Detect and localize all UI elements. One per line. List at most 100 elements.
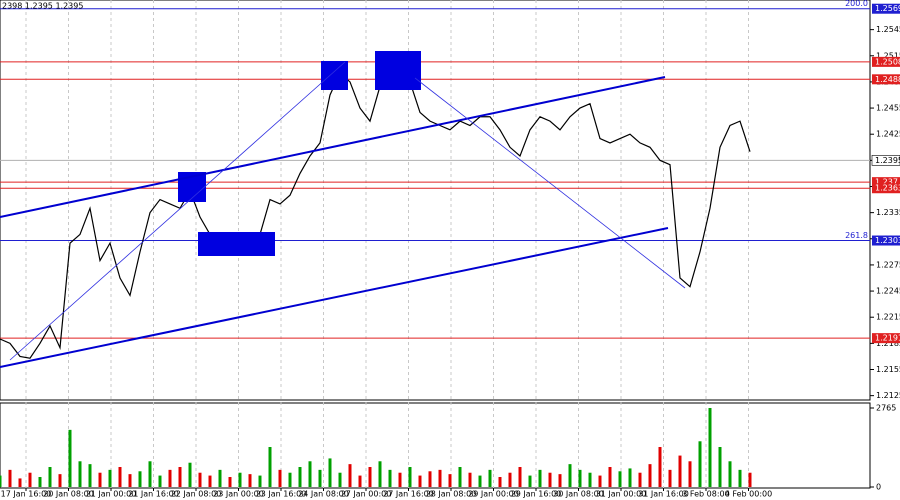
volume-bar	[338, 472, 342, 487]
volume-bar	[638, 472, 642, 487]
volume-bar	[188, 462, 192, 487]
fib-line	[9, 61, 346, 361]
trend-line	[0, 76, 666, 218]
volume-bar	[558, 474, 562, 487]
volume-bar	[238, 472, 242, 487]
volume-bar	[668, 469, 672, 487]
volume-bar	[538, 469, 542, 487]
volume-bar	[38, 477, 42, 487]
volume-bar	[68, 429, 72, 487]
y-tick-label: 1.2515	[876, 51, 900, 60]
volume-bar	[448, 474, 452, 487]
volume-bar	[178, 467, 182, 487]
volume-bar	[628, 468, 632, 487]
x-tick-label: 29 Jan 16:00	[511, 490, 562, 499]
x-tick-label: 17 Jan 16:00	[1, 490, 52, 499]
volume-bar	[678, 455, 682, 487]
current-price-box	[871, 155, 900, 166]
volume-bar	[18, 478, 22, 487]
x-tick-label: 31 Jan 16:00	[638, 490, 689, 499]
price-line	[0, 67, 751, 359]
volume-bar	[58, 474, 62, 487]
level-label: 1.2569	[875, 4, 900, 13]
volume-bar	[468, 472, 472, 487]
volume-bar	[708, 408, 712, 487]
volume-bar	[148, 461, 152, 487]
level-label: 1.237	[875, 178, 898, 187]
volume-bar	[208, 475, 212, 487]
volume-bar	[588, 472, 592, 487]
volume-bar	[428, 471, 432, 487]
x-tick-label: 21 Jan 16:00	[128, 490, 179, 499]
level-label-box	[872, 177, 900, 188]
volume-bar	[548, 472, 552, 487]
volume-bar	[378, 461, 382, 487]
y-tick-label: 1.2155	[876, 365, 900, 374]
x-tick-label: 24 Jan 08:00	[298, 490, 349, 499]
volume-bar	[398, 472, 402, 487]
volume-bar	[528, 475, 532, 487]
volume-bar	[318, 469, 322, 487]
volume-bar	[728, 461, 732, 487]
volume-bar	[658, 447, 662, 487]
volume-bar	[218, 469, 222, 487]
volume-bar	[88, 464, 92, 487]
volume-bar	[688, 461, 692, 487]
trend-line	[0, 227, 669, 368]
level-label: 1.2363	[875, 184, 900, 193]
level-label-box	[872, 235, 900, 246]
volume-bar	[298, 467, 302, 487]
volume-tick-label: 0	[876, 483, 881, 492]
x-tick-label: 4 Feb 00:00	[725, 490, 772, 499]
level-label-box	[872, 183, 900, 194]
volume-bar	[648, 464, 652, 487]
volume-bar	[478, 475, 482, 487]
y-tick-label: 1.2125	[876, 391, 900, 400]
volume-bar	[258, 475, 262, 487]
volume-bar	[118, 467, 122, 487]
zone-box	[198, 232, 275, 256]
volume-bar	[198, 472, 202, 487]
volume-bar	[168, 469, 172, 487]
volume-bar	[418, 475, 422, 487]
volume-bar	[228, 477, 232, 487]
x-tick-label: 30 Jan 08:00	[553, 490, 604, 499]
volume-bar	[0, 475, 2, 487]
level-label-box	[872, 333, 900, 344]
y-tick-label: 1.2245	[876, 287, 900, 296]
volume-bar	[598, 475, 602, 487]
current-price-label: 1.2395	[875, 156, 900, 165]
volume-bar	[78, 461, 82, 487]
y-tick-label: 1.2215	[876, 313, 900, 322]
fib-label: 200.0	[845, 0, 868, 8]
x-tick-label: 27 Jan 00:00	[341, 490, 392, 499]
volume-bar	[618, 471, 622, 487]
y-tick-label: 1.2335	[876, 208, 900, 217]
volume-bar	[278, 469, 282, 487]
volume-bar	[358, 475, 362, 487]
level-label: 1.2508	[875, 57, 900, 66]
volume-bar	[368, 467, 372, 487]
volume-bar	[348, 464, 352, 487]
level-label-box	[872, 74, 900, 85]
volume-bar	[28, 472, 32, 487]
y-tick-label: 1.2455	[876, 104, 900, 113]
volume-bar	[498, 477, 502, 487]
price-pane	[0, 0, 871, 401]
header: 2398 1.2395 1.2395	[2, 2, 83, 11]
x-tick-label: 28 Jan 08:00	[426, 490, 477, 499]
volume-bar	[248, 474, 252, 487]
volume-pane	[0, 402, 871, 489]
volume-bar	[748, 472, 752, 487]
x-tick-label: 27 Jan 16:00	[383, 490, 434, 499]
volume-bar	[388, 469, 392, 487]
fib-label: 261.8	[845, 231, 868, 240]
level-label: 1.2488	[875, 75, 900, 84]
x-tick-label: 21 Jan 00:00	[86, 490, 137, 499]
x-tick-label: 23 Jan 16:00	[256, 490, 307, 499]
level-label-box	[872, 3, 900, 14]
volume-bar	[608, 467, 612, 487]
volume-bar	[518, 467, 522, 487]
volume-bar	[108, 469, 112, 487]
